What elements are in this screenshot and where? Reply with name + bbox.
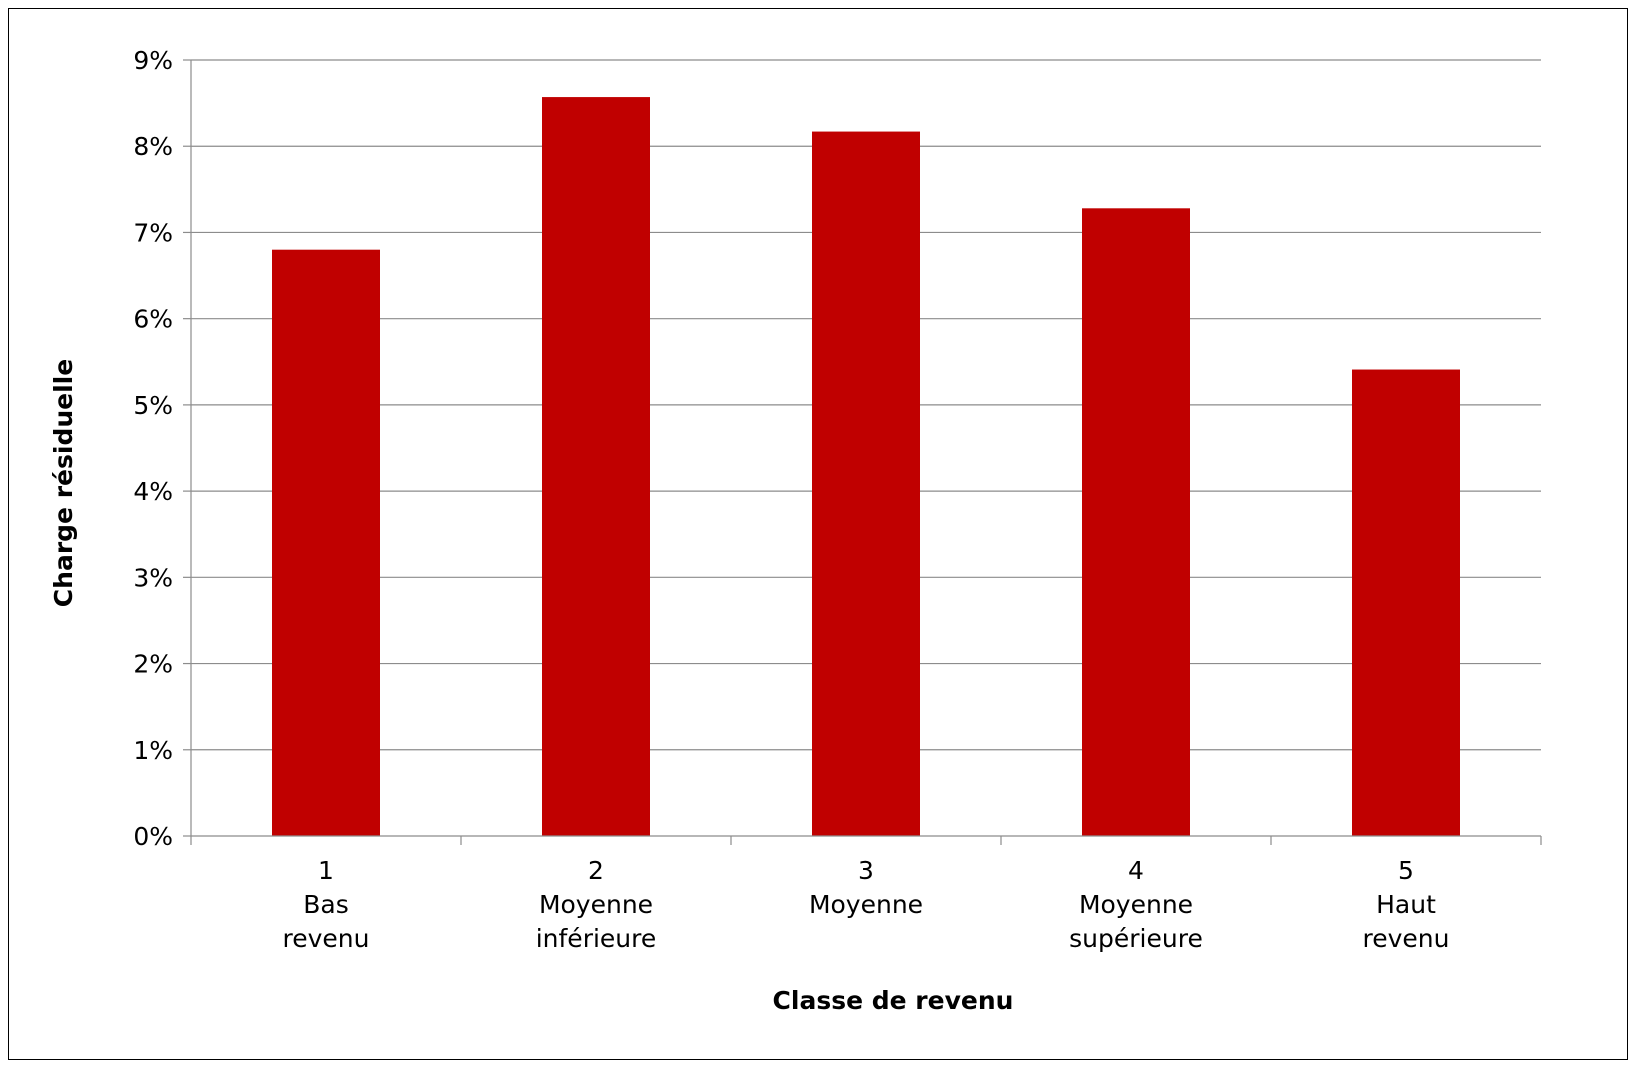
y-axis-title: Charge résiduelle bbox=[49, 359, 78, 607]
chart-frame: 0% 1% 2% 3% 4% 5% 6% 7% 8% 9% 1 Bas revenu 2 Moyenne i… bbox=[8, 8, 1628, 1060]
y-tick-label: 0% bbox=[133, 822, 173, 851]
y-tick-label: 2% bbox=[133, 650, 173, 679]
bar bbox=[542, 97, 650, 836]
y-tick-label: 1% bbox=[133, 736, 173, 765]
y-tick-label: 8% bbox=[133, 132, 173, 161]
x-axis-title: Classe de revenu bbox=[773, 986, 1014, 1015]
bar bbox=[812, 131, 920, 836]
x-tick-label: 4 Moyenne supérieure bbox=[1069, 856, 1203, 953]
x-tick-labels: 1 Bas revenu 2 Moyenne inférieure 3 Moyenne 4 Moy… bbox=[283, 856, 1450, 953]
y-tick-labels: 0% 1% 2% 3% 4% 5% 6% 7% 8% 9% bbox=[133, 46, 173, 851]
x-tick-label: 5 Haut revenu bbox=[1363, 856, 1450, 953]
y-tick-label: 9% bbox=[133, 46, 173, 75]
y-tick-label: 4% bbox=[133, 477, 173, 506]
y-tick-label: 5% bbox=[133, 391, 173, 420]
y-tick-label: 7% bbox=[133, 218, 173, 247]
x-tick-label: 2 Moyenne inférieure bbox=[536, 856, 657, 953]
axes bbox=[183, 59, 1542, 845]
bar bbox=[1352, 369, 1460, 836]
x-tick-label: 3 Moyenne bbox=[809, 856, 923, 919]
bar-chart: 0% 1% 2% 3% 4% 5% 6% 7% 8% 9% 1 Bas revenu 2 Moyenne i… bbox=[49, 46, 1542, 1015]
y-tick-label: 3% bbox=[133, 563, 173, 592]
bars bbox=[272, 97, 1460, 836]
x-tick-label: 1 Bas revenu bbox=[283, 856, 370, 953]
bar bbox=[1082, 208, 1190, 836]
bar bbox=[272, 249, 380, 836]
y-tick-label: 6% bbox=[133, 305, 173, 334]
